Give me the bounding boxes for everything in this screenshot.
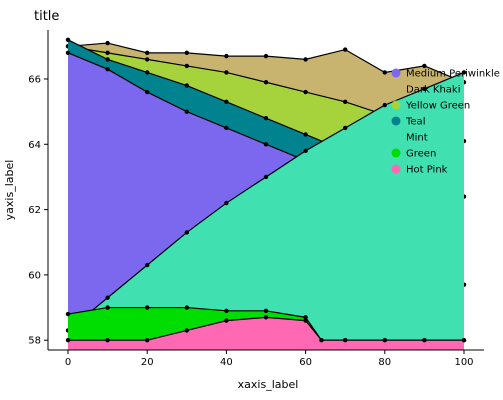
point-mint: [145, 262, 150, 268]
point-dark-khaki: [343, 47, 348, 52]
point-medium-periwinkle: [145, 89, 150, 95]
legend-label-yellow-green: Yellow Green: [405, 101, 470, 112]
point-teal: [65, 37, 71, 42]
point-hot-pink: [145, 338, 150, 343]
y-tick-label: 62: [28, 205, 41, 216]
point-teal: [263, 115, 269, 121]
point-teal: [224, 99, 229, 105]
point-dark-khaki: [422, 63, 427, 69]
point-teal: [105, 57, 110, 62]
legend-label-mint: Mint: [406, 133, 428, 144]
point-yellow-green: [343, 99, 348, 105]
x-tick-label: 20: [141, 357, 154, 368]
chart-title: title: [34, 9, 59, 24]
x-ticks: 0 20 40 60 80 100: [65, 350, 474, 368]
point-dark-khaki: [224, 53, 229, 59]
point-medium-periwinkle: [105, 66, 110, 72]
point-teal: [145, 70, 150, 75]
point-dark-khaki: [145, 50, 150, 56]
y-tick-label: 58: [28, 336, 41, 347]
point-mint: [303, 148, 308, 154]
point-mint: [422, 86, 427, 91]
legend-label-teal: Teal: [405, 117, 425, 128]
point-mint: [184, 230, 189, 235]
area-layers: [65, 37, 467, 351]
x-tick-label: 60: [299, 357, 312, 368]
x-tick-label: 80: [378, 357, 391, 368]
point-hot-pink: [319, 338, 324, 343]
legend-marker-yellow-green: [391, 100, 401, 110]
y-tick-label: 64: [28, 140, 41, 151]
line-hot-pink: [68, 316, 464, 341]
area-hot-pink: [68, 317, 464, 350]
point-teal: [303, 132, 308, 137]
point-dark-khaki: [303, 57, 308, 62]
x-tick-label: 0: [65, 357, 71, 368]
point-hot-pink: [461, 338, 467, 343]
point-mint: [461, 70, 467, 75]
y-axis-title: yaxis_label: [3, 160, 16, 221]
point-mint: [382, 102, 387, 108]
legend: Medium Periwinkle Dark Khaki Yellow Green T…: [391, 68, 500, 176]
legend-label-green: Green: [406, 149, 436, 160]
point-green: [303, 315, 308, 320]
x-tick-label: 40: [220, 357, 233, 368]
axes: [47, 30, 484, 351]
point-dark-khaki: [382, 70, 387, 75]
point-hot-pink: [303, 318, 308, 323]
x-tick-label: 100: [454, 357, 473, 368]
area-mint: [68, 72, 464, 351]
point-yellow-green: [263, 80, 269, 85]
legend-marker-mint: [391, 132, 401, 142]
point-yellow-green: [105, 50, 110, 56]
point-medium-periwinkle: [263, 142, 269, 147]
point-green: [65, 311, 71, 317]
legend-label-medium-periwinkle: Medium Periwinkle: [406, 69, 500, 80]
point-green: [224, 308, 229, 314]
point-dark-khaki: [105, 40, 110, 46]
point-hot-pink: [343, 338, 348, 343]
y-ticks: 58 60 62 64 66: [28, 74, 48, 347]
legend-label-dark-khaki: Dark Khaki: [406, 85, 461, 96]
point-teal: [184, 83, 189, 88]
point-yellow-green: [145, 57, 150, 62]
point-green: [105, 305, 110, 310]
point-hot-pink: [382, 338, 387, 343]
point-green: [184, 305, 189, 310]
y-tick-label: 60: [28, 270, 41, 281]
legend-marker-teal: [391, 116, 401, 126]
y-tick-label: 66: [28, 74, 41, 85]
point-green: [263, 308, 269, 314]
legend-marker-dark-khaki: [391, 84, 401, 94]
point-green: [145, 305, 150, 310]
point-hot-pink: [105, 338, 110, 343]
point-hot-pink: [65, 338, 71, 343]
point-medium-periwinkle: [184, 109, 189, 114]
x-axis-title: xaxis_label: [238, 378, 299, 391]
point-dark-khaki: [263, 53, 269, 59]
point-mint: [105, 295, 110, 300]
point-dark-khaki: [184, 50, 189, 56]
point-hot-pink: [184, 328, 189, 333]
legend-marker-hot-pink: [391, 164, 401, 174]
legend-label-hot-pink: Hot Pink: [406, 165, 448, 176]
point-mint: [343, 125, 348, 131]
point-yellow-green: [224, 70, 229, 75]
point-yellow-green: [303, 89, 308, 95]
legend-marker-green: [391, 148, 401, 158]
point-medium-periwinkle: [224, 125, 229, 131]
legend-marker-medium-periwinkle: [391, 68, 401, 78]
point-hot-pink: [422, 338, 427, 343]
point-mint: [224, 200, 229, 206]
point-hot-pink: [263, 315, 269, 320]
point-hot-pink: [224, 318, 229, 323]
point-medium-periwinkle: [65, 50, 71, 56]
point-mint: [263, 174, 269, 180]
point-yellow-green: [184, 63, 189, 69]
